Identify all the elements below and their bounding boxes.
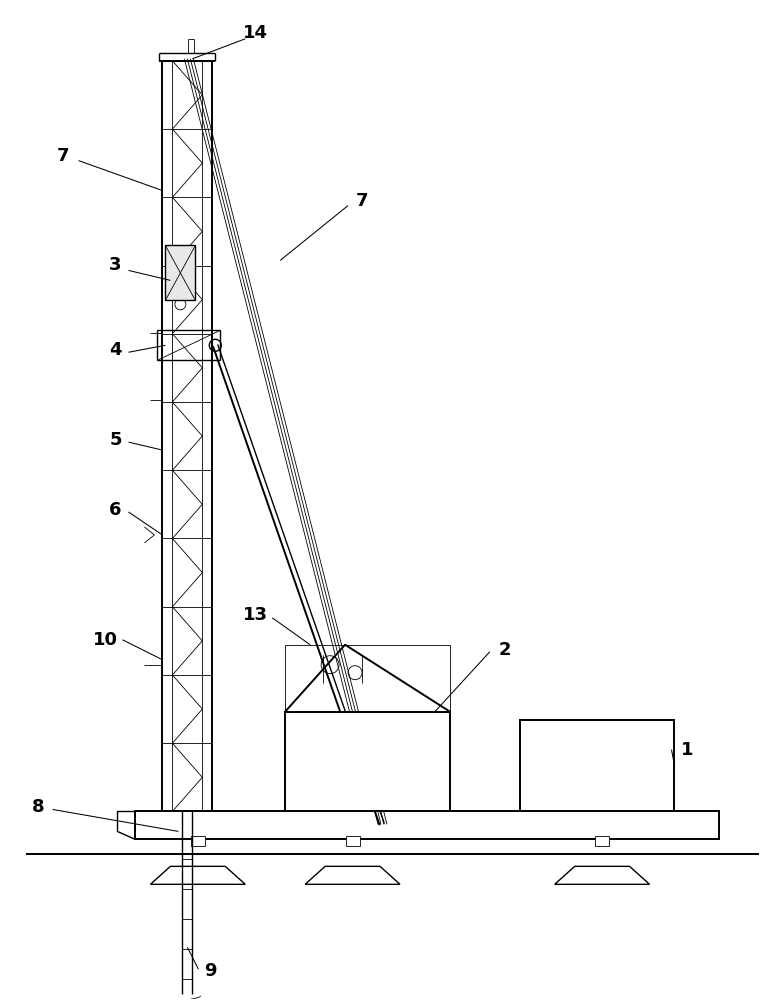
- Bar: [346, 836, 360, 846]
- Bar: [135, 811, 719, 839]
- Text: 7: 7: [356, 192, 368, 210]
- Text: 6: 6: [109, 501, 122, 519]
- Bar: [595, 836, 609, 846]
- Text: 14: 14: [242, 24, 267, 42]
- Bar: [166, 245, 196, 300]
- Bar: [191, 836, 205, 846]
- Text: 7: 7: [56, 147, 69, 165]
- Bar: [285, 712, 450, 811]
- Polygon shape: [305, 866, 400, 884]
- Bar: [285, 645, 450, 712]
- Text: 1: 1: [681, 741, 694, 759]
- Polygon shape: [117, 811, 135, 839]
- Text: 4: 4: [109, 341, 122, 359]
- Polygon shape: [554, 866, 650, 884]
- Polygon shape: [150, 866, 246, 884]
- Text: 3: 3: [109, 256, 122, 274]
- Text: 9: 9: [204, 962, 217, 980]
- Bar: [520, 720, 675, 811]
- Text: 5: 5: [109, 431, 122, 449]
- Text: 2: 2: [499, 641, 511, 659]
- Text: 10: 10: [93, 631, 118, 649]
- Text: 13: 13: [242, 606, 267, 624]
- Text: 8: 8: [32, 798, 45, 816]
